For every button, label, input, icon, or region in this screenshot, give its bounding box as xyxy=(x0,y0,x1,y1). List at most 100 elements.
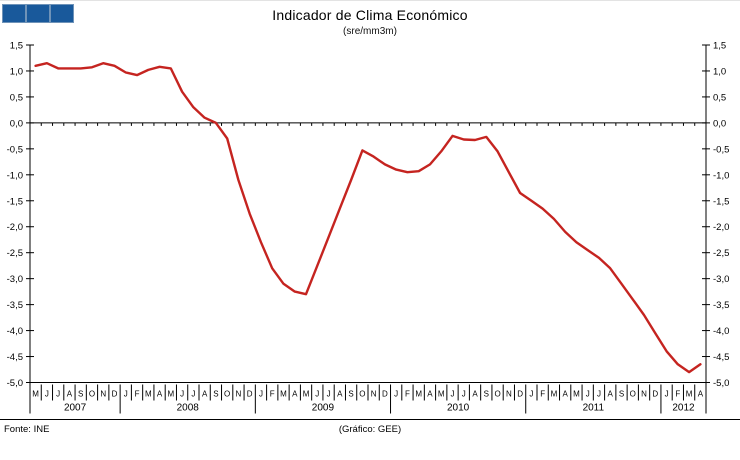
logo-square-icon xyxy=(50,4,74,23)
svg-text:F: F xyxy=(135,390,140,399)
y-axes xyxy=(29,45,707,414)
svg-text:2008: 2008 xyxy=(177,403,200,414)
svg-text:-1,0: -1,0 xyxy=(7,170,23,181)
svg-text:0,5: 0,5 xyxy=(10,92,23,103)
year-labels: 2007 2008 2009 2010 2011 2012 xyxy=(64,403,695,414)
svg-text:J: J xyxy=(259,390,263,399)
svg-text:M: M xyxy=(280,390,287,399)
svg-text:M: M xyxy=(573,390,580,399)
svg-text:D: D xyxy=(652,390,658,399)
svg-text:2010: 2010 xyxy=(447,403,470,414)
svg-text:O: O xyxy=(630,390,636,399)
svg-text:A: A xyxy=(157,390,163,399)
svg-text:A: A xyxy=(67,390,73,399)
svg-text:D: D xyxy=(112,390,118,399)
svg-text:A: A xyxy=(562,390,568,399)
footer-divider xyxy=(0,419,740,420)
svg-text:J: J xyxy=(327,390,331,399)
y-tick-marks xyxy=(26,44,710,383)
svg-text:F: F xyxy=(675,390,680,399)
svg-text:2007: 2007 xyxy=(64,403,87,414)
svg-text:-5,0: -5,0 xyxy=(713,378,729,389)
svg-text:F: F xyxy=(405,390,410,399)
svg-text:2009: 2009 xyxy=(312,403,335,414)
svg-text:-2,0: -2,0 xyxy=(713,222,729,233)
svg-text:-2,0: -2,0 xyxy=(7,222,23,233)
svg-text:M: M xyxy=(303,390,310,399)
svg-text:A: A xyxy=(292,390,298,399)
svg-text:M: M xyxy=(145,390,152,399)
svg-text:S: S xyxy=(619,390,624,399)
svg-text:A: A xyxy=(202,390,208,399)
svg-text:-3,5: -3,5 xyxy=(713,300,729,311)
svg-text:M: M xyxy=(686,390,693,399)
svg-text:A: A xyxy=(698,390,704,399)
svg-text:J: J xyxy=(462,390,466,399)
logo-square-icon xyxy=(2,4,26,23)
y-tick-labels: 1,5 1,5 1,0 1,0 0,5 0,5 0,0 0,0 -0,5 -0,5 -1,0 -1,0… xyxy=(7,41,730,390)
svg-text:0,5: 0,5 xyxy=(713,92,726,103)
svg-text:J: J xyxy=(56,390,60,399)
svg-text:A: A xyxy=(427,390,433,399)
svg-text:J: J xyxy=(45,390,49,399)
svg-text:-3,0: -3,0 xyxy=(713,274,729,285)
svg-text:-1,5: -1,5 xyxy=(713,196,729,207)
svg-text:-4,5: -4,5 xyxy=(713,352,729,363)
svg-text:-0,5: -0,5 xyxy=(713,144,729,155)
svg-text:J: J xyxy=(315,390,319,399)
svg-text:1,0: 1,0 xyxy=(10,66,23,77)
svg-text:M: M xyxy=(32,390,39,399)
svg-text:1,0: 1,0 xyxy=(713,66,726,77)
svg-text:J: J xyxy=(586,390,590,399)
svg-text:D: D xyxy=(517,390,523,399)
logo-square-icon xyxy=(26,4,50,23)
svg-text:2012: 2012 xyxy=(672,403,695,414)
svg-text:-3,0: -3,0 xyxy=(7,274,23,285)
svg-text:A: A xyxy=(337,390,343,399)
svg-text:1,5: 1,5 xyxy=(713,41,726,52)
month-tick-marks xyxy=(29,384,707,414)
svg-text:0,0: 0,0 xyxy=(713,118,726,129)
svg-text:M: M xyxy=(438,390,445,399)
svg-text:M: M xyxy=(551,390,558,399)
svg-text:O: O xyxy=(89,390,95,399)
zero-line xyxy=(30,122,706,126)
svg-text:1,5: 1,5 xyxy=(10,41,23,52)
svg-text:-1,0: -1,0 xyxy=(713,170,729,181)
svg-text:-2,5: -2,5 xyxy=(7,248,23,259)
svg-text:N: N xyxy=(641,390,647,399)
svg-text:-5,0: -5,0 xyxy=(7,378,23,389)
svg-text:J: J xyxy=(451,390,455,399)
svg-text:J: J xyxy=(597,390,601,399)
svg-text:O: O xyxy=(359,390,365,399)
svg-text:-2,5: -2,5 xyxy=(713,248,729,259)
source-note: Fonte: INE xyxy=(4,424,50,435)
svg-text:S: S xyxy=(213,390,218,399)
svg-text:O: O xyxy=(224,390,230,399)
svg-text:-3,5: -3,5 xyxy=(7,300,23,311)
svg-text:F: F xyxy=(270,390,275,399)
credit-note: (Gráfico: GEE) xyxy=(338,424,402,435)
svg-text:J: J xyxy=(180,390,184,399)
svg-text:A: A xyxy=(608,390,614,399)
svg-text:M: M xyxy=(415,390,422,399)
svg-text:-4,0: -4,0 xyxy=(7,326,23,337)
svg-text:N: N xyxy=(236,390,242,399)
svg-text:N: N xyxy=(100,390,106,399)
svg-text:N: N xyxy=(506,390,512,399)
indicator-data-line xyxy=(34,62,702,374)
svg-text:J: J xyxy=(394,390,398,399)
svg-text:D: D xyxy=(382,390,388,399)
svg-text:2011: 2011 xyxy=(583,403,605,414)
svg-text:N: N xyxy=(371,390,377,399)
svg-text:J: J xyxy=(529,390,533,399)
svg-text:-0,5: -0,5 xyxy=(7,144,23,155)
svg-text:O: O xyxy=(494,390,500,399)
svg-text:A: A xyxy=(472,390,478,399)
chart-subtitle: (sre/mm3m) xyxy=(343,26,397,37)
svg-text:0,0: 0,0 xyxy=(10,118,23,129)
svg-text:-4,0: -4,0 xyxy=(713,326,729,337)
